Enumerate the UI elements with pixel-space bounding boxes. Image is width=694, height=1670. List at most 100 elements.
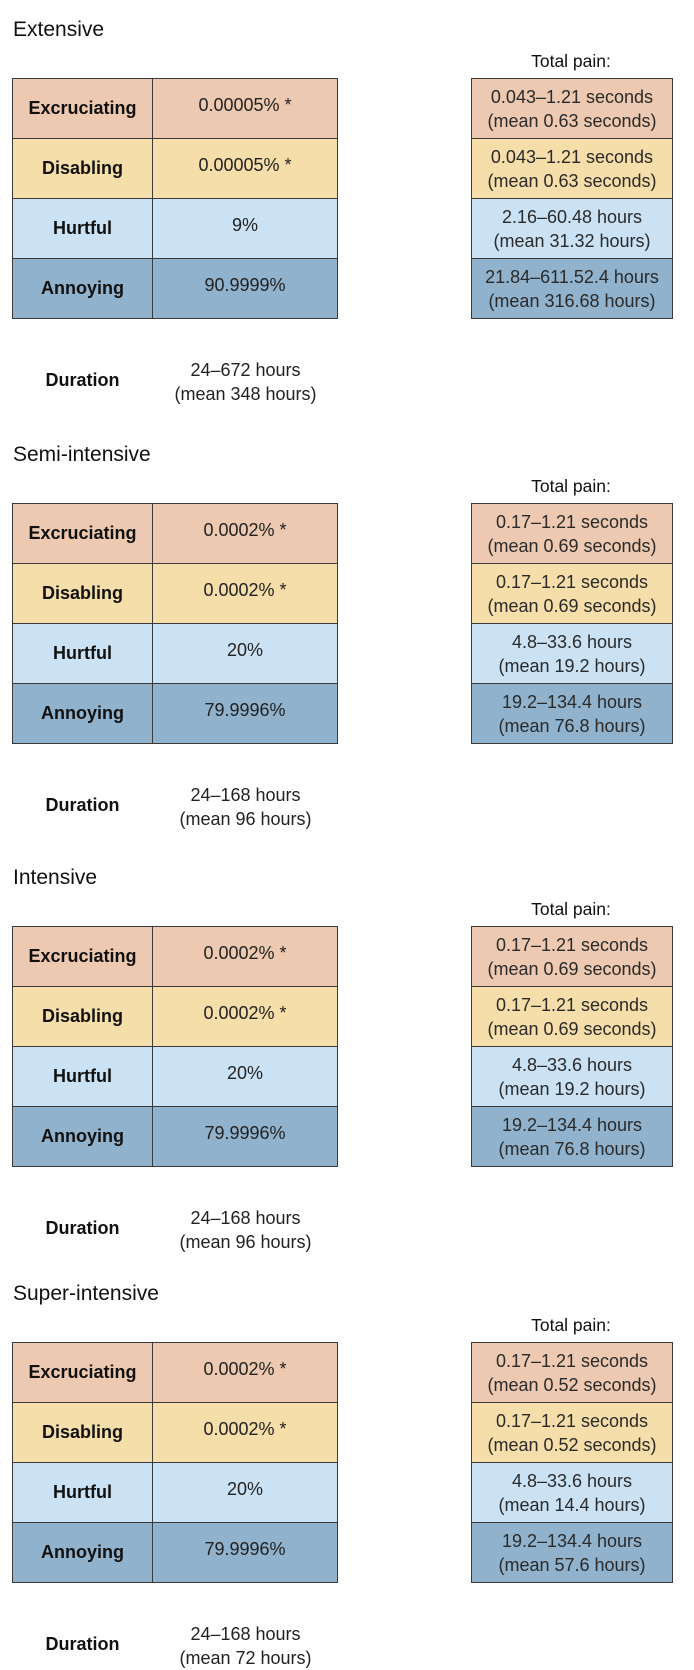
- total-disabling: 0.043–1.21 seconds (mean 0.63 seconds): [471, 138, 673, 199]
- category-disabling: Disabling: [12, 138, 153, 199]
- total-disabling: 0.17–1.21 seconds (mean 0.69 seconds): [471, 986, 673, 1047]
- table-row: Disabling 0.0002% *: [12, 563, 338, 624]
- table-row: 4.8–33.6 hours (mean 19.2 hours): [471, 623, 673, 684]
- table-row: 19.2–134.4 hours (mean 76.8 hours): [471, 683, 673, 744]
- table-row: Disabling 0.0002% *: [12, 986, 338, 1047]
- duration-value: 24–168 hours (mean 72 hours): [179, 1624, 312, 1668]
- total-pain-table: 0.043–1.21 seconds (mean 0.63 seconds) 0…: [471, 78, 673, 319]
- total-annoying: 21.84–611.52.4 hours (mean 316.68 hours): [471, 258, 673, 319]
- table-row: 0.17–1.21 seconds (mean 0.52 seconds): [471, 1402, 673, 1463]
- share-hurtful: 20%: [152, 1046, 338, 1107]
- total-pain-table: 0.17–1.21 seconds (mean 0.69 seconds) 0.…: [471, 503, 673, 744]
- share-excruciating: 0.00005% *: [152, 78, 338, 139]
- section-title: Super-intensive: [13, 1282, 159, 1305]
- section-title: Intensive: [13, 866, 98, 889]
- section-extensive: Extensive Total pain: Excruciating 0.000…: [0, 18, 694, 404]
- total-excruciating: 0.17–1.21 seconds (mean 0.69 seconds): [471, 503, 673, 564]
- category-excruciating: Excruciating: [12, 926, 153, 987]
- category-excruciating: Excruciating: [12, 78, 153, 139]
- total-excruciating: 0.17–1.21 seconds (mean 0.52 seconds): [471, 1342, 673, 1403]
- category-disabling: Disabling: [12, 986, 153, 1047]
- table-row: Excruciating 0.0002% *: [12, 1342, 338, 1403]
- category-excruciating: Excruciating: [12, 503, 153, 564]
- share-annoying: 90.9999%: [152, 258, 338, 319]
- share-annoying: 79.9996%: [152, 1106, 338, 1167]
- duration-value: 24–168 hours (mean 96 hours): [179, 1208, 312, 1252]
- section-intensive: Intensive Total pain: Excruciating 0.000…: [0, 866, 694, 1252]
- table-row: 0.17–1.21 seconds (mean 0.69 seconds): [471, 563, 673, 624]
- section-super-intensive: Super-intensive Total pain: Excruciating…: [0, 1282, 694, 1668]
- category-excruciating: Excruciating: [12, 1342, 153, 1403]
- total-pain-label: Total pain:: [531, 1315, 611, 1335]
- table-row: Hurtful 20%: [12, 1462, 338, 1523]
- table-row: 0.17–1.21 seconds (mean 0.69 seconds): [471, 926, 673, 987]
- share-hurtful: 20%: [152, 623, 338, 684]
- intensity-distribution-table: Excruciating 0.0002% * Disabling 0.0002%…: [12, 1342, 338, 1583]
- table-row: 0.17–1.21 seconds (mean 0.69 seconds): [471, 986, 673, 1047]
- total-hurtful: 4.8–33.6 hours (mean 19.2 hours): [471, 623, 673, 684]
- table-row: 2.16–60.48 hours (mean 31.32 hours): [471, 198, 673, 259]
- total-disabling: 0.17–1.21 seconds (mean 0.69 seconds): [471, 563, 673, 624]
- total-pain-table: 0.17–1.21 seconds (mean 0.69 seconds) 0.…: [471, 926, 673, 1167]
- total-pain-label: Total pain:: [531, 51, 611, 71]
- share-disabling: 0.0002% *: [152, 986, 338, 1047]
- total-disabling: 0.17–1.21 seconds (mean 0.52 seconds): [471, 1402, 673, 1463]
- category-hurtful: Hurtful: [12, 198, 153, 259]
- total-hurtful: 4.8–33.6 hours (mean 14.4 hours): [471, 1462, 673, 1523]
- table-row: 4.8–33.6 hours (mean 14.4 hours): [471, 1462, 673, 1523]
- share-annoying: 79.9996%: [152, 1522, 338, 1583]
- category-annoying: Annoying: [12, 1522, 153, 1583]
- intensity-distribution-table: Excruciating 0.0002% * Disabling 0.0002%…: [12, 926, 338, 1167]
- table-row: Excruciating 0.0002% *: [12, 503, 338, 564]
- category-hurtful: Hurtful: [12, 1046, 153, 1107]
- section-title: Semi-intensive: [13, 443, 151, 466]
- share-excruciating: 0.0002% *: [152, 926, 338, 987]
- total-annoying: 19.2–134.4 hours (mean 57.6 hours): [471, 1522, 673, 1583]
- share-excruciating: 0.0002% *: [152, 503, 338, 564]
- duration-label: Duration: [45, 795, 120, 815]
- category-annoying: Annoying: [12, 683, 153, 744]
- total-pain-table: 0.17–1.21 seconds (mean 0.52 seconds) 0.…: [471, 1342, 673, 1583]
- category-annoying: Annoying: [12, 1106, 153, 1167]
- duration-label: Duration: [45, 1218, 120, 1238]
- table-row: 0.043–1.21 seconds (mean 0.63 seconds): [471, 78, 673, 139]
- share-disabling: 0.0002% *: [152, 1402, 338, 1463]
- table-row: Annoying 79.9996%: [12, 1106, 338, 1167]
- total-annoying: 19.2–134.4 hours (mean 76.8 hours): [471, 1106, 673, 1167]
- duration-label: Duration: [45, 1634, 120, 1654]
- share-excruciating: 0.0002% *: [152, 1342, 338, 1403]
- table-row: Hurtful 9%: [12, 198, 338, 259]
- category-disabling: Disabling: [12, 1402, 153, 1463]
- table-row: Excruciating 0.00005% *: [12, 78, 338, 139]
- duration-label: Duration: [45, 370, 120, 390]
- category-disabling: Disabling: [12, 563, 153, 624]
- table-row: 19.2–134.4 hours (mean 76.8 hours): [471, 1106, 673, 1167]
- table-row: 4.8–33.6 hours (mean 19.2 hours): [471, 1046, 673, 1107]
- total-hurtful: 2.16–60.48 hours (mean 31.32 hours): [471, 198, 673, 259]
- share-hurtful: 9%: [152, 198, 338, 259]
- table-row: Disabling 0.00005% *: [12, 138, 338, 199]
- table-row: 0.043–1.21 seconds (mean 0.63 seconds): [471, 138, 673, 199]
- intensity-distribution-table: Excruciating 0.00005% * Disabling 0.0000…: [12, 78, 338, 319]
- share-disabling: 0.00005% *: [152, 138, 338, 199]
- table-row: 0.17–1.21 seconds (mean 0.69 seconds): [471, 503, 673, 564]
- table-row: Annoying 79.9996%: [12, 1522, 338, 1583]
- total-hurtful: 4.8–33.6 hours (mean 19.2 hours): [471, 1046, 673, 1107]
- total-pain-label: Total pain:: [531, 899, 611, 919]
- category-hurtful: Hurtful: [12, 623, 153, 684]
- duration-value: 24–168 hours (mean 96 hours): [179, 785, 312, 829]
- category-annoying: Annoying: [12, 258, 153, 319]
- table-row: Annoying 90.9999%: [12, 258, 338, 319]
- total-excruciating: 0.043–1.21 seconds (mean 0.63 seconds): [471, 78, 673, 139]
- share-hurtful: 20%: [152, 1462, 338, 1523]
- table-row: 19.2–134.4 hours (mean 57.6 hours): [471, 1522, 673, 1583]
- section-title: Extensive: [13, 18, 105, 41]
- table-row: Disabling 0.0002% *: [12, 1402, 338, 1463]
- table-row: Hurtful 20%: [12, 623, 338, 684]
- table-row: Hurtful 20%: [12, 1046, 338, 1107]
- section-semi-intensive: Semi-intensive Total pain: Excruciating …: [0, 443, 694, 829]
- share-annoying: 79.9996%: [152, 683, 338, 744]
- total-annoying: 19.2–134.4 hours (mean 76.8 hours): [471, 683, 673, 744]
- total-pain-label: Total pain:: [531, 476, 611, 496]
- table-row: Excruciating 0.0002% *: [12, 926, 338, 987]
